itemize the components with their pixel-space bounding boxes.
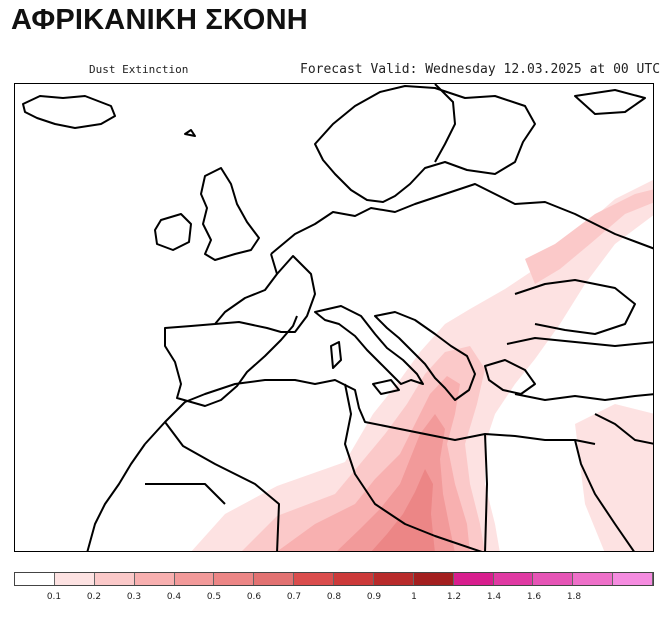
legend-label: 0.7 [286, 592, 302, 602]
legend-label: 0.2 [86, 592, 102, 602]
legend-swatch [334, 573, 374, 585]
legend-label: 1.6 [526, 592, 542, 602]
legend-label: 1.2 [446, 592, 462, 602]
legend-swatch [533, 573, 574, 585]
field-label: Dust Extinction [89, 63, 189, 76]
legend-swatch [134, 573, 175, 585]
legend-label: 0.5 [206, 592, 222, 602]
legend-label: 1 [411, 592, 417, 602]
legend-label: 0.1 [46, 592, 62, 602]
legend-swatch [174, 573, 215, 585]
legend-swatch [214, 573, 255, 585]
legend-swatch [54, 573, 95, 585]
legend-label: 1.8 [566, 592, 582, 602]
legend-label: 0.8 [326, 592, 342, 602]
legend-label: 0.9 [366, 592, 382, 602]
legend-swatch [453, 573, 494, 585]
legend-swatch [613, 573, 653, 585]
forecast-valid-label: Forecast Valid: Wednesday 12.03.2025 at … [300, 62, 661, 77]
legend-colorbar [14, 572, 654, 586]
legend-label: 0.3 [126, 592, 142, 602]
legend-swatch [294, 573, 334, 585]
page-title: ΑΦΡΙΚΑΝΙΚΗ ΣΚΟΝΗ [11, 4, 308, 36]
legend-label: 1.4 [486, 592, 502, 602]
legend-swatch [493, 573, 534, 585]
dust-plume [191, 180, 653, 551]
legend-swatch [413, 573, 454, 585]
dust-forecast-map [14, 83, 654, 552]
coastlines-borders [22, 84, 653, 551]
legend-swatch [254, 573, 295, 585]
legend-swatch [573, 573, 614, 585]
legend-label: 0.6 [246, 592, 262, 602]
legend-label: 0.4 [166, 592, 182, 602]
legend-swatch [94, 573, 135, 585]
legend-swatch [373, 573, 414, 585]
legend-swatch [15, 573, 55, 585]
